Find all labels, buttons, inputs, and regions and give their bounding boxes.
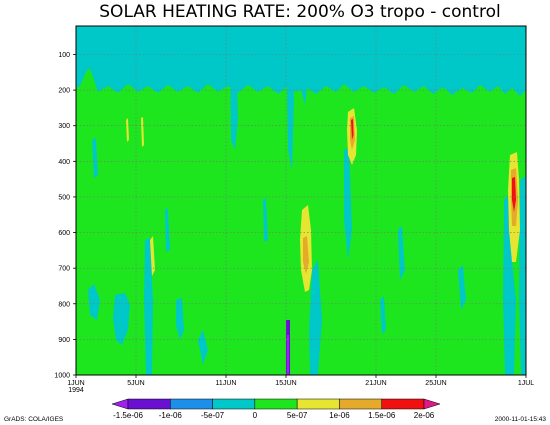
colorbar-label: -5e-07 — [201, 411, 225, 420]
colorbar-right-tip — [423, 398, 441, 410]
x-tick-label: 1JUN — [67, 380, 85, 387]
y-tick-label: 800 — [58, 301, 70, 308]
colorbar-left-tip — [111, 398, 129, 410]
chart-title: SOLAR HEATING RATE: 200% O3 tropo - cont… — [99, 2, 500, 22]
colorbar-label: 1.5e-06 — [368, 411, 396, 420]
negative-minima — [286, 320, 290, 375]
colorbar-swatch — [127, 398, 171, 410]
colorbar-swatch — [212, 398, 256, 410]
y-tick-label: 200 — [58, 88, 70, 95]
colorbar-label: 5e-07 — [287, 411, 308, 420]
x-tick-label: 5JUN — [127, 380, 145, 387]
plot-area — [76, 26, 526, 375]
colorbar-label: 2e-06 — [414, 411, 435, 420]
x-tick-label: 21JUN — [365, 380, 386, 387]
y-tick-label: 300 — [58, 123, 70, 130]
y-tick-label: 600 — [58, 230, 70, 237]
positive-maxima — [126, 108, 520, 292]
colorbar-swatch — [296, 398, 340, 410]
colorbar-swatch — [381, 398, 425, 410]
y-axis: 100 200 300 400 500 600 700 800 900 1000 — [54, 52, 76, 380]
colorbar-swatch — [339, 398, 382, 410]
y-tick-label: 400 — [58, 159, 70, 166]
y-tick-label: 500 — [58, 194, 70, 201]
x-tick-label: 1JUL — [518, 380, 534, 387]
x-tick-label: 25JUN — [425, 380, 446, 387]
colorbar-swatch — [170, 398, 213, 410]
y-tick-label: 700 — [58, 266, 70, 273]
colorbar-swatch — [254, 398, 298, 410]
timestamp: 2000-11-01-15:43 — [495, 416, 547, 423]
grads-credit: GrADS: COLA/IGES — [4, 416, 64, 423]
colorbar-label: 1e-06 — [329, 411, 350, 420]
colorbar-label: -1e-06 — [159, 411, 183, 420]
y-tick-label: 900 — [58, 337, 70, 344]
colorbar: -1.5e-06 -1e-06 -5e-07 0 5e-07 1e-06 1.5e-06 2e… — [111, 398, 441, 420]
x-tick-label: 11JUN — [216, 380, 237, 387]
x-tick-label: 15JUN — [275, 380, 296, 387]
y-tick-label: 100 — [58, 52, 70, 59]
y-tick-label: 1000 — [54, 373, 70, 380]
cyan-patches — [88, 26, 526, 375]
grid-lines — [76, 26, 526, 375]
plot-frame — [75, 25, 527, 376]
colorbar-label: 0 — [253, 411, 258, 420]
x-year-label: 1994 — [68, 387, 84, 394]
colorbar-label: -1.5e-06 — [113, 411, 143, 420]
